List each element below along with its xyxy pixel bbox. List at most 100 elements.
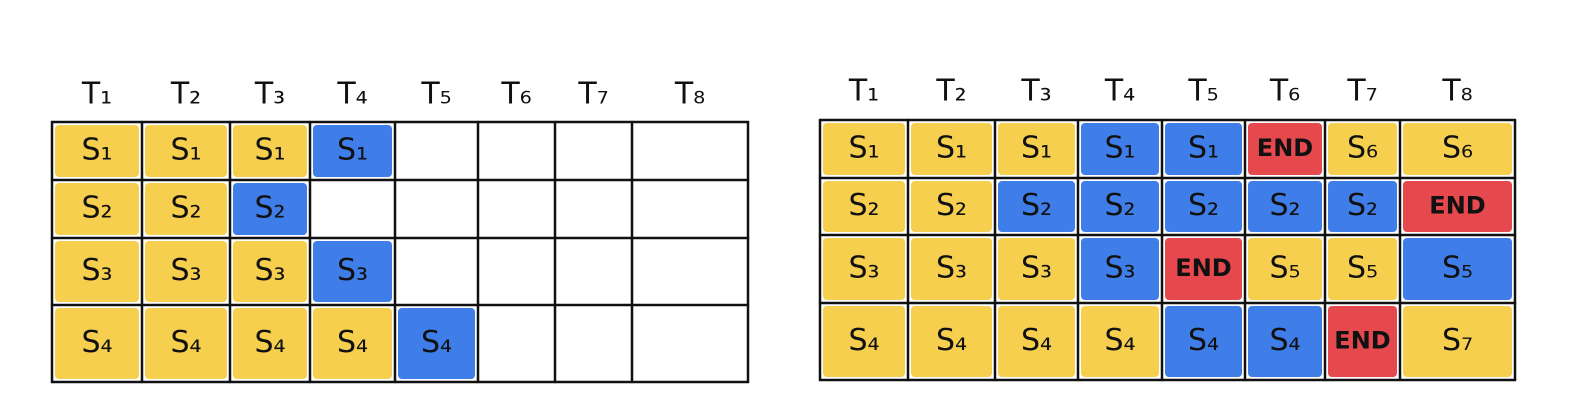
column-header: T₃ — [254, 77, 285, 112]
cell-fill — [911, 181, 992, 232]
cell-fill — [1081, 181, 1159, 232]
cell-fill — [55, 125, 139, 177]
cell-fill — [1248, 238, 1322, 300]
cell-fill — [233, 125, 307, 177]
column-header: T₈ — [674, 77, 705, 112]
cell-fill — [823, 181, 905, 232]
column-header: T₆ — [1269, 74, 1300, 109]
cell-fill — [1328, 238, 1397, 300]
cell-fill — [145, 125, 227, 177]
cell-label: S₄ — [1021, 323, 1052, 358]
cell-fill — [1248, 181, 1322, 232]
cell-fill — [1328, 123, 1397, 175]
cell-label: S₁ — [170, 133, 201, 168]
column-header: T₄ — [336, 77, 367, 112]
cell-fill — [823, 306, 905, 377]
cell-fill — [1165, 238, 1242, 300]
cell-label: S₄ — [1188, 323, 1219, 358]
column-header: T₄ — [1104, 74, 1135, 109]
cell-fill — [1165, 181, 1242, 232]
cell-label: S₃ — [1021, 251, 1052, 286]
cell-label: S₃ — [1104, 251, 1135, 286]
cell-fill — [998, 181, 1075, 232]
cell-label: S₄ — [170, 325, 201, 360]
cell-fill — [823, 123, 905, 175]
grid: T₁ T₂ T₃ T₄ T₅ T₆ T₇ T₈ S₁ S₁ S₁ S₁ S₁ END S₆ S₆ S₂ S₂ S₂ S… — [818, 74, 1517, 382]
cell-label: S₆ — [1347, 131, 1378, 166]
cell-label: S₂ — [936, 188, 967, 223]
cell-label: END — [1175, 254, 1231, 282]
cell-label: S₁ — [1104, 131, 1135, 166]
cell-label: S₃ — [254, 253, 285, 288]
cell-fill — [1328, 306, 1397, 377]
cell-label: S₄ — [337, 325, 368, 360]
cell-label: S₂ — [1104, 188, 1135, 223]
cell-label: S₄ — [1269, 323, 1300, 358]
cell-label: S₄ — [1104, 323, 1135, 358]
cell-label: S₂ — [1021, 188, 1052, 223]
cell-fill — [55, 308, 139, 379]
cell-label: S₂ — [1347, 188, 1378, 223]
cell-fill — [233, 308, 307, 379]
cell-label: S₄ — [848, 323, 879, 358]
cell-fill — [233, 241, 307, 302]
cell-label: END — [1429, 192, 1485, 220]
cell-fill — [1081, 238, 1159, 300]
cell-fill — [1328, 181, 1397, 232]
cell-label: S₁ — [936, 131, 967, 166]
cell-fill — [313, 125, 392, 177]
cell-label: S₆ — [1442, 131, 1473, 166]
cell-fill — [145, 308, 227, 379]
cell-label: S₁ — [848, 131, 879, 166]
cell-fill — [911, 123, 992, 175]
cell-label: S₄ — [936, 323, 967, 358]
cell-label: S₂ — [1269, 188, 1300, 223]
cell-label: S₅ — [1442, 251, 1473, 286]
cell-label: S₂ — [254, 191, 285, 226]
column-header: T₆ — [500, 77, 531, 112]
cell-fill — [1403, 181, 1512, 232]
cell-fill — [1403, 238, 1512, 300]
column-header: T₂ — [170, 77, 201, 112]
cell-label: S₅ — [1347, 251, 1378, 286]
column-header: T₅ — [420, 77, 451, 112]
cell-fill — [998, 238, 1075, 300]
cell-label: END — [1257, 134, 1313, 162]
cell-fill — [911, 306, 992, 377]
cell-fill — [1165, 306, 1242, 377]
column-header: T₈ — [1441, 74, 1472, 109]
cell-fill — [823, 238, 905, 300]
cell-label: S₅ — [1269, 251, 1300, 286]
cell-fill — [55, 183, 139, 235]
column-header: T₁ — [848, 74, 879, 109]
cell-fill — [911, 238, 992, 300]
cell-fill — [1081, 306, 1159, 377]
cell-fill — [55, 241, 139, 302]
cell-label: S₃ — [848, 251, 879, 286]
cell-fill — [145, 241, 227, 302]
cell-label: S₁ — [337, 133, 368, 168]
cell-fill — [1248, 306, 1322, 377]
cell-fill — [313, 308, 392, 379]
cell-label: S₁ — [1021, 131, 1052, 166]
cell-label: S₁ — [1188, 131, 1219, 166]
cell-label: S₂ — [848, 188, 879, 223]
cell-fill — [998, 306, 1075, 377]
column-header: T₃ — [1020, 74, 1051, 109]
cell-label: S₄ — [421, 325, 452, 360]
cell-fill — [233, 183, 307, 235]
cell-fill — [998, 123, 1075, 175]
cell-fill — [145, 183, 227, 235]
column-header: T₁ — [81, 77, 112, 112]
column-header: T₂ — [935, 74, 966, 109]
grid: T₁ T₂ T₃ T₄ T₅ T₆ T₇ T₈ S₁ S₁ S₁ S₁ S₂ S₂ S₂ S₃ S₃ S₃ S₃ S₄… — [50, 77, 750, 384]
cell-fill — [1403, 306, 1512, 377]
cell-fill — [1248, 123, 1322, 175]
column-header: T₇ — [1346, 74, 1377, 109]
cell-label: S₂ — [81, 191, 112, 226]
cell-label: S₃ — [936, 251, 967, 286]
column-header: T₅ — [1187, 74, 1218, 109]
cell-label: S₂ — [1188, 188, 1219, 223]
cell-fill — [1403, 123, 1512, 175]
